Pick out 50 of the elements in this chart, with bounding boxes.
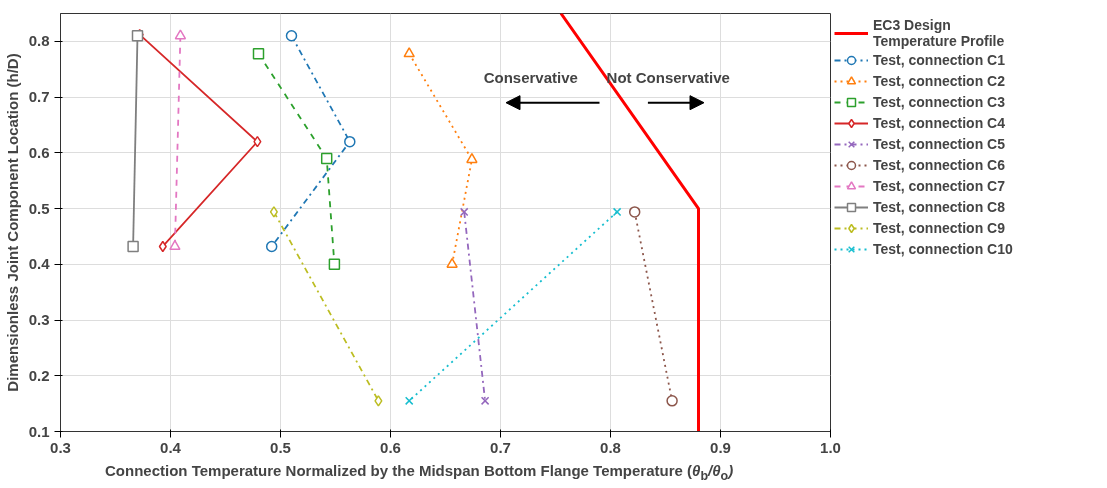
y-tick-label: 0.2: [28, 366, 50, 384]
point: [252, 47, 265, 60]
point: [269, 206, 278, 218]
legend-label: Test, connection C6: [873, 156, 1005, 174]
legend-label: Test, connection C9: [873, 219, 1005, 237]
point: [403, 47, 415, 58]
y-tick-label: 0.6: [28, 143, 50, 161]
y-tick-label: 0.4: [28, 255, 51, 273]
point: [446, 257, 458, 268]
y-axis-title: Dimensionless Joint Component Location (h/D): [3, 53, 21, 392]
x-tick-label: 0.7: [490, 438, 511, 456]
y-tick-label: 0.3: [28, 311, 50, 329]
x-tick-label: 0.5: [270, 438, 291, 456]
x-axis-title: Connection Temperature Normalized by the Midspan Bottom Flange Temperature (θ$_{b}$/θ$_{o}$): [105, 461, 734, 485]
point: [480, 396, 490, 406]
point: [612, 207, 622, 217]
legend-label: Test, connection C2: [873, 72, 1005, 90]
point: [320, 152, 333, 165]
y-tick-label: 0.7: [28, 88, 50, 106]
legend-label: Test, connection C8: [873, 198, 1005, 216]
x-tick-label: 1.0: [820, 438, 841, 456]
x-tick-label: 0.3: [50, 438, 71, 456]
annotation: Not Conservative: [606, 68, 730, 86]
y-tick-label: 0.5: [28, 199, 50, 217]
y-tick-label: 0.1: [28, 422, 50, 440]
point: [459, 207, 469, 217]
legend-label: Test, connection C3: [873, 93, 1005, 111]
point: [404, 396, 414, 406]
x-tick-label: 0.4: [160, 438, 182, 456]
x-tick-label: 0.6: [380, 438, 401, 456]
x-tick-label: 0.8: [600, 438, 621, 456]
x-tick-label: 0.9: [710, 438, 731, 456]
legend-label: Test, connection C7: [873, 177, 1005, 195]
point: [344, 135, 356, 148]
point: [466, 153, 478, 164]
y-tick-label: 0.8: [28, 32, 50, 50]
point: [628, 206, 641, 218]
point: [265, 240, 278, 253]
legend-label: Test, connection C1: [873, 51, 1005, 69]
point: [328, 258, 341, 271]
legend-label: Test, connection C5: [873, 135, 1005, 153]
legend-label: Test, connection C10: [873, 240, 1013, 258]
annotation: Conservative: [483, 68, 578, 86]
point: [131, 30, 144, 42]
point: [374, 395, 383, 407]
legend-label: Test, connection C4: [873, 114, 1005, 132]
point: [127, 240, 139, 253]
legend-label: EC3 Design Temperature Profile: [873, 17, 1005, 49]
point: [285, 30, 298, 42]
point: [666, 395, 678, 407]
